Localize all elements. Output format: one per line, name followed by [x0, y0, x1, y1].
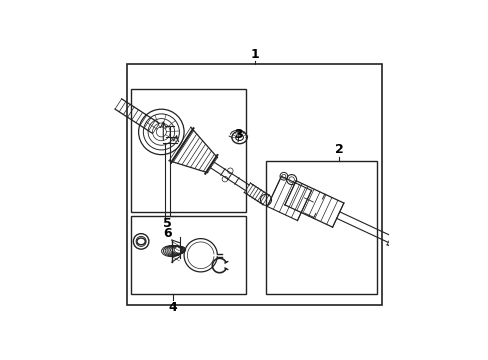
Text: 3: 3 — [233, 128, 242, 141]
Bar — [131, 89, 245, 212]
Text: 1: 1 — [250, 48, 259, 61]
Text: 6: 6 — [163, 226, 171, 240]
Bar — [265, 161, 376, 294]
Text: 2: 2 — [334, 143, 343, 157]
Bar — [131, 216, 245, 294]
Text: 4: 4 — [168, 301, 177, 314]
Text: 5: 5 — [163, 217, 171, 230]
Bar — [127, 64, 382, 305]
